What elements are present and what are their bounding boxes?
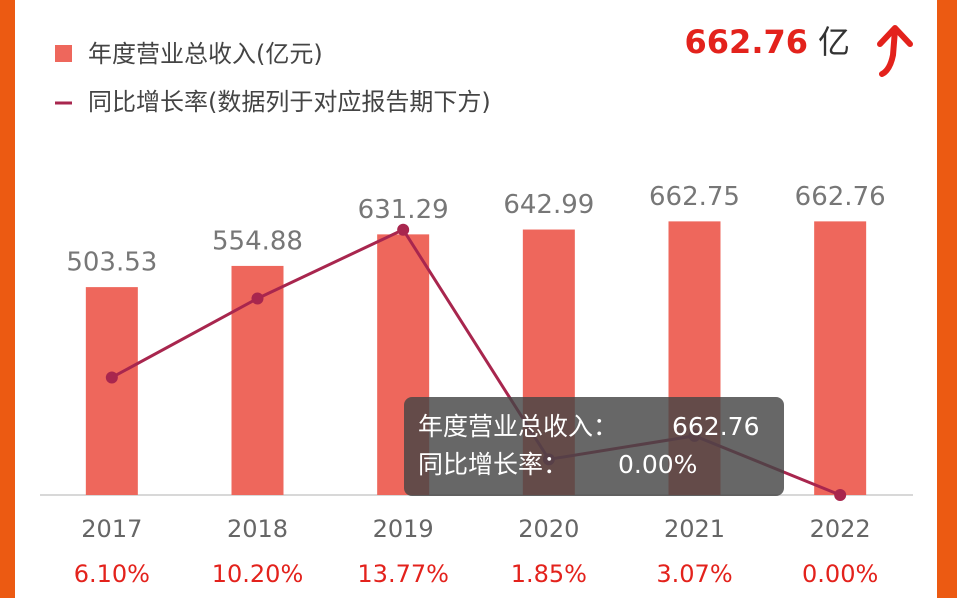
tooltip: 年度营业总收入： 662.76 同比增长率： 0.00% [404, 397, 784, 496]
x-tick-label: 2020 [518, 515, 579, 543]
x-tick-label: 2022 [810, 515, 871, 543]
bar-value-label: 662.76 [795, 182, 886, 212]
legend-label: 同比增长率(数据列于对应报告期下方) [88, 88, 491, 116]
growth-label: 0.00% [802, 560, 878, 588]
x-tick-label: 2018 [227, 515, 288, 543]
x-tick-label: 2021 [664, 515, 725, 543]
growth-label: 13.77% [357, 560, 449, 588]
up-arrow [877, 25, 913, 77]
line-point [397, 223, 410, 236]
header-value: 662.76 [685, 23, 808, 61]
bar-value-label: 631.29 [358, 195, 449, 225]
x-tick-label: 2017 [81, 515, 142, 543]
bar [85, 287, 138, 495]
line-point [251, 292, 264, 305]
bar [814, 221, 867, 495]
line-point [105, 371, 118, 384]
bar-value-label: 554.88 [212, 226, 303, 256]
growth-label: 1.85% [511, 560, 587, 588]
legend-label: 年度营业总收入(亿元) [88, 40, 323, 68]
left-border [0, 0, 15, 598]
tooltip-label: 年度营业总收入： [418, 412, 618, 441]
tooltip-label: 同比增长率： [418, 450, 568, 479]
right-border [937, 0, 957, 598]
tooltip-box [404, 397, 784, 496]
bar-value-label: 662.75 [649, 182, 740, 212]
growth-label: 3.07% [656, 560, 732, 588]
x-tick-label: 2019 [373, 515, 434, 543]
tooltip-value: 662.76 [672, 412, 759, 441]
arrow-shaft [879, 27, 898, 77]
legend-bar-swatch [55, 45, 72, 62]
growth-label: 10.20% [212, 560, 304, 588]
header-unit: 亿 [818, 23, 850, 61]
bar-value-label: 503.53 [66, 248, 157, 278]
bar-value-label: 642.99 [503, 190, 594, 220]
growth-label: 6.10% [74, 560, 150, 588]
tooltip-value: 0.00% [618, 450, 697, 479]
line-point [834, 489, 847, 501]
